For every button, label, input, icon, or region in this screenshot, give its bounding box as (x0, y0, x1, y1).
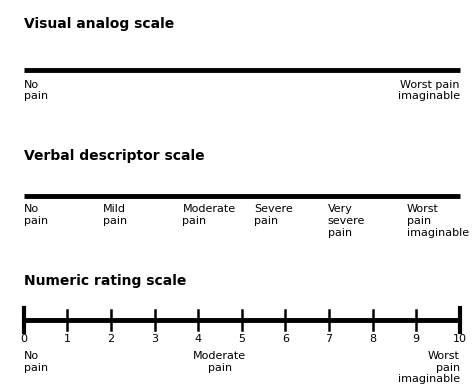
Text: Mild
pain: Mild pain (103, 204, 127, 226)
Text: 0: 0 (20, 334, 27, 344)
Text: 3: 3 (151, 334, 158, 344)
Text: 1: 1 (64, 334, 71, 344)
Text: Verbal descriptor scale: Verbal descriptor scale (24, 149, 204, 163)
Text: 8: 8 (369, 334, 376, 344)
Text: 5: 5 (238, 334, 245, 344)
Text: Severe
pain: Severe pain (255, 204, 293, 226)
Text: 4: 4 (194, 334, 202, 344)
Text: No
pain: No pain (24, 204, 48, 226)
Text: Moderate
pain: Moderate pain (182, 204, 236, 226)
Text: Worst pain
imaginable: Worst pain imaginable (398, 80, 460, 101)
Text: Numeric rating scale: Numeric rating scale (24, 274, 186, 288)
Text: Worst
pain
imaginable: Worst pain imaginable (407, 204, 469, 238)
Text: No
pain: No pain (24, 351, 48, 373)
Text: 10: 10 (453, 334, 467, 344)
Text: 2: 2 (107, 334, 115, 344)
Text: Visual analog scale: Visual analog scale (24, 17, 174, 31)
Text: 6: 6 (282, 334, 289, 344)
Text: 7: 7 (325, 334, 333, 344)
Text: Moderate
pain: Moderate pain (193, 351, 246, 373)
Text: 9: 9 (412, 334, 420, 344)
Text: No
pain: No pain (24, 80, 48, 101)
Text: Very
severe
pain: Very severe pain (328, 204, 365, 238)
Text: Worst
pain
imaginable: Worst pain imaginable (398, 351, 460, 385)
